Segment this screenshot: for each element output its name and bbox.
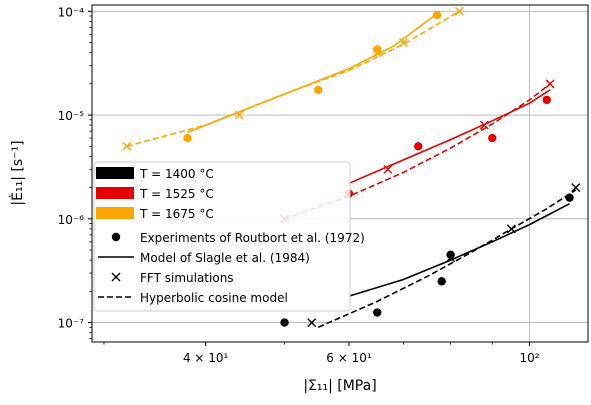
hyperbolic-cosine-line-2 — [126, 10, 460, 148]
legend-label-temp-2: T = 1675 °C — [139, 207, 214, 221]
legend-label-marker-3: Hyperbolic cosine model — [140, 291, 288, 305]
x-tick-label-0: 4 × 10¹ — [183, 351, 229, 365]
fft-point-1-1-b — [383, 164, 393, 174]
experiment-point-1-1 — [414, 142, 423, 151]
experiment-point-0-2 — [437, 277, 446, 286]
fft-point-1-1 — [383, 164, 393, 174]
legend-label-marker-0: Experiments of Routbort et al. (1972) — [140, 231, 365, 245]
legend-marker-2 — [111, 272, 121, 282]
fft-point-0-2 — [506, 224, 516, 234]
slagle-model-line-1 — [348, 89, 551, 185]
fft-point-2-3-b — [398, 38, 408, 48]
fft-point-2-3 — [398, 38, 408, 48]
legend-marker-2-b — [111, 272, 121, 282]
legend-swatch-temp-0 — [96, 167, 134, 179]
legend-swatch-temp-1 — [96, 187, 134, 199]
ticks: 4 × 10¹ 6 × 10¹ 10² 10⁻⁷ 10⁻⁶ 10⁻⁵ 10⁻⁴ — [58, 5, 540, 365]
y-tick-label-3: 10⁻⁴ — [58, 5, 85, 19]
fft-point-2-0-b — [122, 141, 132, 151]
fft-point-2-0 — [122, 141, 132, 151]
series-layer — [122, 6, 581, 329]
x-tick-label-2: 10² — [519, 351, 539, 365]
plot-frame — [91, 4, 589, 343]
series-2 — [122, 6, 464, 151]
experiment-point-0-1 — [373, 308, 382, 317]
fft-point-2-2 — [372, 48, 382, 58]
fft-point-0-0 — [307, 318, 317, 328]
fft-point-0-1 — [446, 253, 456, 263]
experiment-point-1-2 — [488, 133, 497, 143]
experiment-point-1-3 — [542, 95, 551, 105]
y-axis-label: |Ė₁₁| [s⁻¹] — [8, 140, 26, 205]
experiment-point-0-0 — [280, 318, 289, 327]
legend: T = 1400 °C T = 1525 °C T = 1675 °C Experim… — [93, 161, 365, 312]
legend-swatch-temp-2 — [96, 207, 134, 219]
experiment-point-2-3 — [432, 10, 442, 20]
series-0 — [280, 183, 581, 329]
legend-marker-0 — [111, 232, 121, 242]
fft-point-1-3-b — [545, 79, 555, 89]
hyperbolic-cosine-line-0 — [317, 189, 577, 329]
legend-label-temp-0: T = 1400 °C — [139, 167, 214, 181]
legend-label-temp-1: T = 1525 °C — [139, 187, 214, 201]
fft-point-0-2-b — [506, 224, 516, 234]
fft-point-2-1 — [234, 110, 244, 120]
fft-point-0-0-b — [307, 318, 317, 328]
fft-point-2-2-b — [372, 48, 382, 58]
fft-point-0-1-b — [446, 253, 456, 263]
fft-point-0-3 — [571, 183, 581, 193]
legend-label-marker-1: Model of Slagle et al. (1984) — [140, 251, 310, 265]
fft-point-1-3 — [545, 79, 555, 89]
y-tick-label-2: 10⁻⁵ — [58, 109, 85, 123]
fft-point-2-1-b — [234, 110, 244, 120]
x-axis-label: |Σ̄₁₁| [MPa] — [303, 378, 376, 394]
y-tick-label-0: 10⁻⁷ — [58, 317, 85, 331]
legend-label-marker-2: FFT simulations — [140, 271, 234, 285]
legend-frame — [93, 161, 351, 312]
fft-point-0-3-b — [571, 183, 581, 193]
fft-point-2-4-b — [454, 6, 464, 16]
experiment-point-2-0 — [183, 133, 192, 143]
experiment-point-2-1 — [314, 85, 323, 95]
experiment-point-0-3 — [446, 250, 455, 260]
fft-point-1-2-b — [479, 120, 489, 130]
fft-point-1-2 — [479, 120, 489, 130]
x-tick-label-1: 6 × 10¹ — [326, 351, 372, 365]
fft-point-2-4 — [454, 6, 464, 16]
y-tick-label-1: 10⁻⁶ — [58, 213, 85, 227]
experiment-point-0-4 — [565, 193, 574, 202]
slagle-model-line-0 — [348, 202, 570, 297]
